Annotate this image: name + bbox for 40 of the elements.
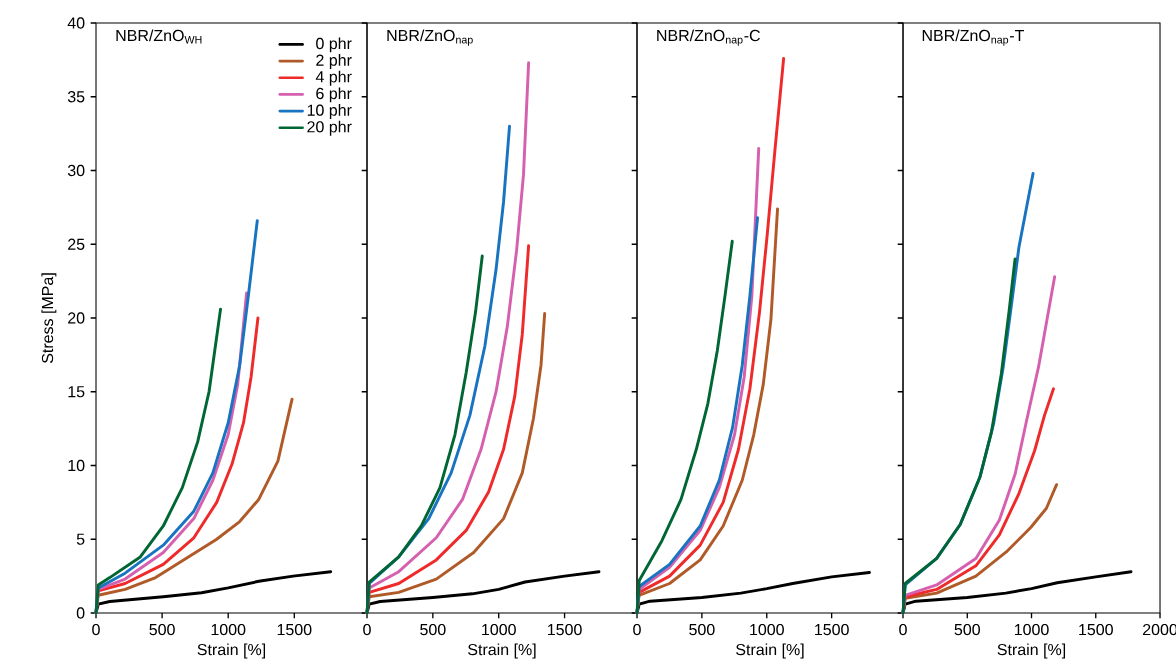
chart-title: NBR/ZnO$_{nap}$-C <box>657 29 760 46</box>
x-tick-label: 1000 <box>750 623 784 636</box>
x-tick-label: 1500 <box>547 623 582 636</box>
y-tick-label: 25 <box>68 238 85 250</box>
x-axis-title: Strain [%] <box>197 643 266 659</box>
chart-title: NBR/ZnO$_{WH}$ <box>116 29 202 44</box>
y-axis-title: Stress [MPa] <box>41 273 57 364</box>
x-tick-label: 500 <box>420 623 446 636</box>
x-tick-label: 1000 <box>211 623 246 636</box>
y-tick-label: 10 <box>68 459 85 472</box>
x-tick-label: 500 <box>689 623 715 636</box>
x-tick-label: 1500 <box>815 623 849 636</box>
x-tick-label: 0 <box>633 623 641 636</box>
legend-label: 0 phr <box>316 37 352 53</box>
y-tick-label: 5 <box>76 533 85 545</box>
y-tick-label: 40 <box>67 17 85 29</box>
chart-title: NBR/ZnO$_{nap}$ <box>387 29 473 46</box>
legend-label: 2 phr <box>316 54 352 70</box>
legend-label: 6 phr <box>316 87 352 103</box>
legend-label: 4 phr <box>315 70 352 86</box>
x-tick-label: 500 <box>149 623 175 636</box>
x-axis-title: Strain [%] <box>736 643 804 659</box>
x-tick-label: 500 <box>954 623 980 636</box>
y-tick-label: 35 <box>67 91 85 103</box>
y-tick-label: 15 <box>68 386 85 398</box>
x-tick-label: 1500 <box>277 623 312 636</box>
x-tick-label: 0 <box>92 623 100 636</box>
x-tick-label: 0 <box>899 623 907 636</box>
x-tick-label: 0 <box>363 623 371 636</box>
y-tick-label: 0 <box>76 607 85 619</box>
y-tick-label: 30 <box>67 164 85 177</box>
x-axis-title: Strain [%] <box>997 643 1066 659</box>
x-axis-title: Strain [%] <box>468 643 536 659</box>
y-tick-label: 20 <box>68 312 85 324</box>
legend-label: 10 phr <box>307 104 352 120</box>
x-tick-label: 1500 <box>1079 623 1113 636</box>
x-tick-label: 1000 <box>1014 623 1049 636</box>
chart-title: NBR/ZnO$_{nap}$-T <box>922 29 1025 46</box>
legend-label: 20 phr <box>307 120 352 136</box>
x-tick-label: 1000 <box>482 623 516 636</box>
